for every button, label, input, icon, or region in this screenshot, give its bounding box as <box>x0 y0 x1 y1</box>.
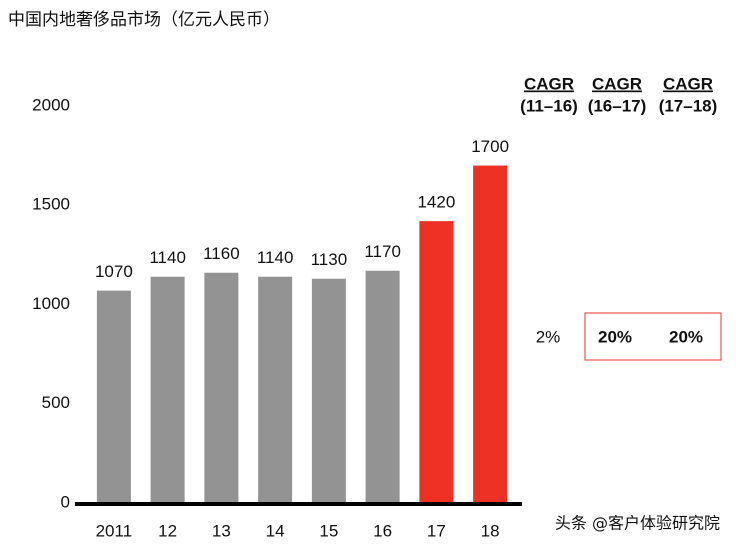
cagr-header: CAGR <box>592 74 642 93</box>
value-label: 1140 <box>257 248 294 267</box>
bar <box>204 272 239 503</box>
cagr-header: CAGR <box>524 74 574 93</box>
x-tick-label: 13 <box>212 521 231 540</box>
value-label: 1140 <box>149 248 186 267</box>
x-tick-label: 2011 <box>96 521 133 540</box>
cagr-period: (16–17) <box>588 96 647 115</box>
x-tick-label: 14 <box>266 521 285 540</box>
cagr-period: (17–18) <box>659 96 718 115</box>
watermark: 头条 @客户体验研究院 <box>555 514 720 533</box>
x-tick-label: 17 <box>427 521 446 540</box>
bar <box>258 276 293 503</box>
y-tick-label: 2000 <box>32 95 70 114</box>
highlight-box <box>584 312 722 361</box>
value-label: 1170 <box>364 242 401 261</box>
bar <box>311 278 346 503</box>
value-label: 1070 <box>95 262 133 281</box>
cagr-value: 20% <box>669 327 703 346</box>
x-tick-label: 16 <box>373 521 392 540</box>
x-tick-label: 12 <box>158 521 177 540</box>
bar <box>419 221 454 503</box>
cagr-value: 20% <box>598 327 632 346</box>
bar <box>365 270 400 503</box>
y-tick-label: 500 <box>42 393 70 412</box>
cagr-period: (11–16) <box>520 96 578 115</box>
value-label: 1420 <box>417 193 455 212</box>
x-tick-label: 18 <box>481 521 500 540</box>
cagr-header: CAGR <box>663 74 713 93</box>
value-label: 1160 <box>203 244 240 263</box>
y-tick-label: 1500 <box>32 195 70 214</box>
chart-title: 中国内地奢侈品市场（亿元人民币） <box>8 10 280 30</box>
y-tick-label: 0 <box>61 492 70 511</box>
value-label: 1130 <box>311 250 348 269</box>
y-tick-label: 1000 <box>32 294 70 313</box>
cagr-value: 2% <box>536 327 561 346</box>
value-label: 1700 <box>471 137 509 156</box>
bar <box>150 276 185 503</box>
bar <box>96 290 131 503</box>
x-tick-label: 15 <box>319 521 338 540</box>
bar <box>473 165 508 504</box>
